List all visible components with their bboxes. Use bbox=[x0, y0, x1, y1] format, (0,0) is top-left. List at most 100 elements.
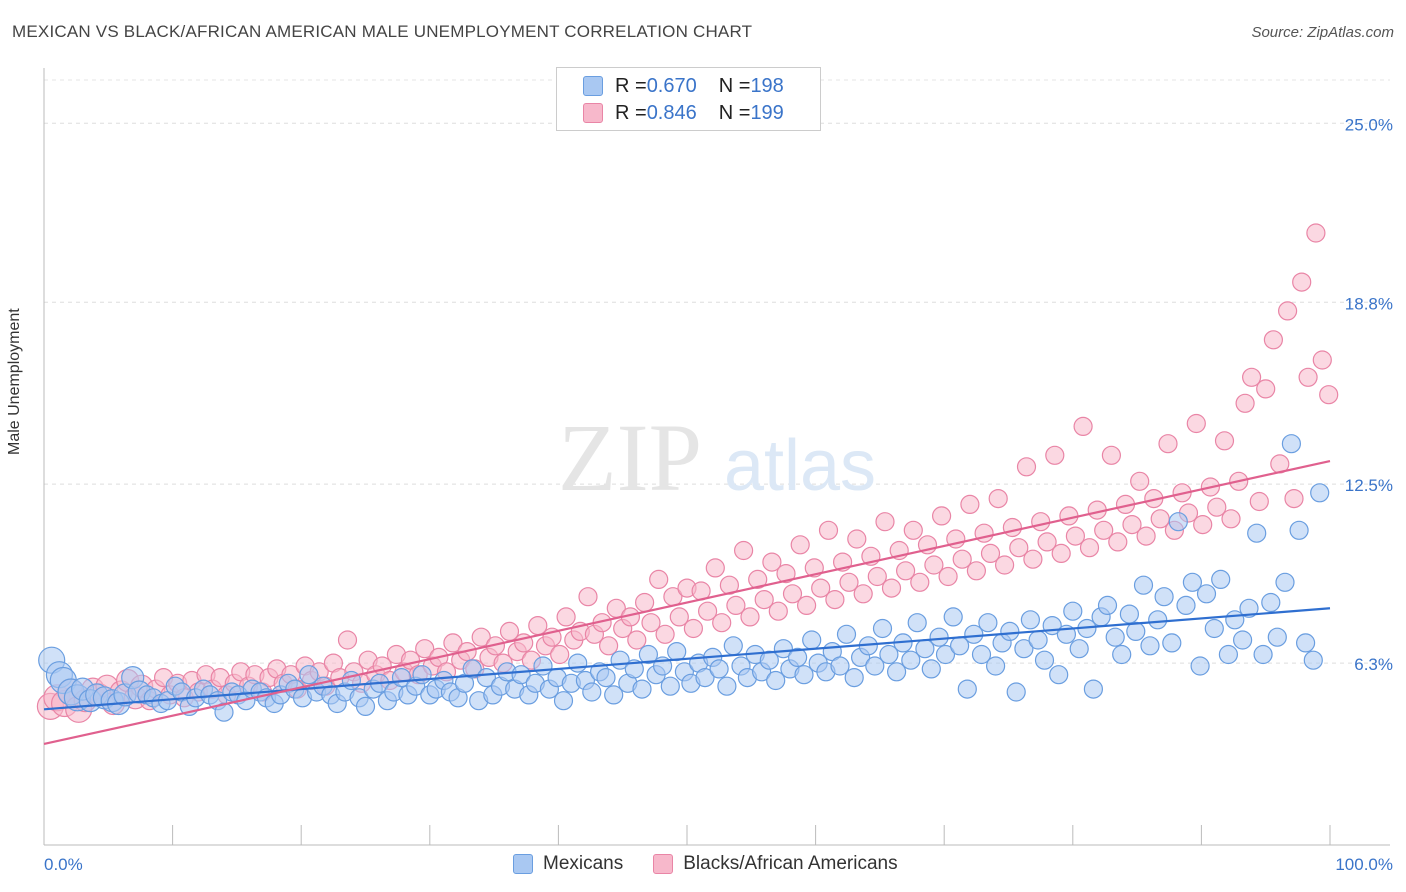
point-mexicans bbox=[794, 665, 814, 685]
point-mexicans bbox=[511, 665, 531, 685]
point-blacks bbox=[776, 563, 796, 584]
y-tick-label: 18.8% bbox=[1345, 294, 1393, 313]
point-mexicans bbox=[1310, 483, 1330, 503]
legend-n-label: N = bbox=[718, 74, 751, 97]
point-blacks bbox=[782, 584, 803, 604]
point-mexicans bbox=[773, 639, 794, 659]
point-blacks bbox=[924, 555, 944, 575]
source-label: Source: ZipAtlas.com bbox=[1251, 24, 1394, 41]
point-mexicans bbox=[299, 665, 319, 685]
point-blacks bbox=[875, 512, 895, 532]
point-mexicans bbox=[971, 644, 992, 665]
point-mexicans bbox=[957, 679, 977, 699]
point-mexicans bbox=[553, 691, 574, 711]
point-blacks bbox=[556, 607, 576, 627]
point-blacks bbox=[1193, 514, 1213, 535]
point-blacks bbox=[1277, 301, 1298, 321]
series-label-blacks: Blacks/African Americans bbox=[683, 853, 898, 874]
point-mexicans bbox=[830, 656, 850, 676]
point-blacks bbox=[1158, 434, 1178, 454]
legend-r-label: R = bbox=[615, 101, 647, 124]
point-mexicans bbox=[1140, 636, 1160, 656]
legend-n-value: 198 bbox=[750, 74, 784, 97]
point-mexicans bbox=[1275, 572, 1295, 592]
point-blacks bbox=[1051, 543, 1071, 564]
watermark-atlas: atlas bbox=[724, 426, 876, 506]
point-mexicans bbox=[1126, 621, 1146, 642]
series-legend-mexicans[interactable]: Mexicans bbox=[513, 853, 623, 875]
point-mexicans bbox=[660, 676, 680, 696]
point-blacks bbox=[988, 489, 1008, 509]
point-blacks bbox=[683, 618, 704, 639]
point-blacks bbox=[1101, 445, 1122, 465]
point-mexicans bbox=[921, 659, 941, 679]
point-mexicans bbox=[985, 656, 1006, 676]
point-blacks bbox=[1241, 367, 1262, 387]
legend-r-label: R = bbox=[615, 74, 647, 97]
point-mexicans bbox=[1000, 621, 1020, 642]
point-blacks bbox=[415, 639, 435, 659]
point-mexicans bbox=[1211, 569, 1231, 590]
point-mexicans bbox=[1303, 650, 1323, 670]
point-blacks bbox=[669, 607, 689, 627]
point-blacks bbox=[655, 624, 675, 644]
point-blacks bbox=[1023, 549, 1043, 569]
point-blacks bbox=[1016, 457, 1037, 477]
point-mexicans bbox=[1154, 587, 1174, 607]
point-mexicans bbox=[964, 624, 984, 644]
point-mexicans bbox=[1267, 627, 1287, 647]
point-blacks bbox=[337, 630, 358, 650]
point-blacks bbox=[847, 529, 867, 549]
point-mexicans bbox=[1034, 650, 1055, 670]
point-blacks bbox=[578, 587, 598, 607]
point-blacks bbox=[471, 627, 491, 647]
point-blacks bbox=[705, 558, 725, 578]
trend-line-mexicans bbox=[43, 607, 1331, 711]
correlation-legend: R = 0.670 N = 198 R = 0.846 N = 199 bbox=[556, 67, 821, 131]
point-blacks bbox=[697, 601, 718, 621]
point-blacks bbox=[952, 549, 972, 569]
point-mexicans bbox=[1281, 434, 1302, 454]
point-mexicans bbox=[1204, 618, 1224, 639]
point-mexicans bbox=[901, 650, 921, 670]
point-blacks bbox=[910, 572, 930, 592]
trend-line-blacks bbox=[43, 459, 1331, 746]
point-blacks bbox=[825, 589, 845, 610]
point-mexicans bbox=[596, 667, 616, 688]
point-blacks bbox=[994, 555, 1015, 575]
point-mexicans bbox=[462, 659, 482, 679]
y-tick-label: 12.5% bbox=[1345, 476, 1393, 495]
point-blacks bbox=[1037, 532, 1057, 552]
legend-r-value: 0.846 bbox=[646, 101, 697, 124]
point-blacks bbox=[811, 578, 831, 598]
point-blacks bbox=[1002, 517, 1023, 538]
point-blacks bbox=[1108, 532, 1128, 552]
point-mexicans bbox=[1105, 627, 1125, 647]
point-mexicans bbox=[355, 696, 376, 717]
point-blacks bbox=[1221, 509, 1241, 529]
point-blacks bbox=[1045, 445, 1065, 465]
point-mexicans bbox=[695, 667, 715, 688]
point-blacks bbox=[550, 644, 570, 665]
point-mexicans bbox=[1112, 644, 1132, 665]
legend-n-label: N = bbox=[718, 101, 751, 124]
point-mexicans bbox=[1196, 584, 1217, 604]
point-mexicans bbox=[1097, 595, 1118, 616]
point-mexicans bbox=[978, 613, 998, 633]
point-blacks bbox=[748, 569, 768, 590]
point-blacks bbox=[1256, 379, 1276, 399]
point-blacks bbox=[1263, 330, 1284, 350]
point-blacks bbox=[443, 633, 463, 653]
point-mexicans bbox=[1168, 512, 1188, 532]
point-blacks bbox=[1073, 416, 1093, 436]
chart-title: MEXICAN VS BLACK/AFRICAN AMERICAN MALE U… bbox=[12, 22, 753, 41]
point-blacks bbox=[1207, 497, 1227, 517]
point-mexicans bbox=[1232, 630, 1253, 650]
point-blacks bbox=[1094, 520, 1114, 540]
point-blacks bbox=[712, 613, 732, 633]
point-blacks bbox=[499, 621, 520, 642]
point-blacks bbox=[634, 592, 655, 613]
point-blacks bbox=[1214, 431, 1235, 451]
point-mexicans bbox=[1133, 575, 1154, 595]
series-legend-blacks[interactable]: Blacks/African Americans bbox=[653, 853, 898, 875]
